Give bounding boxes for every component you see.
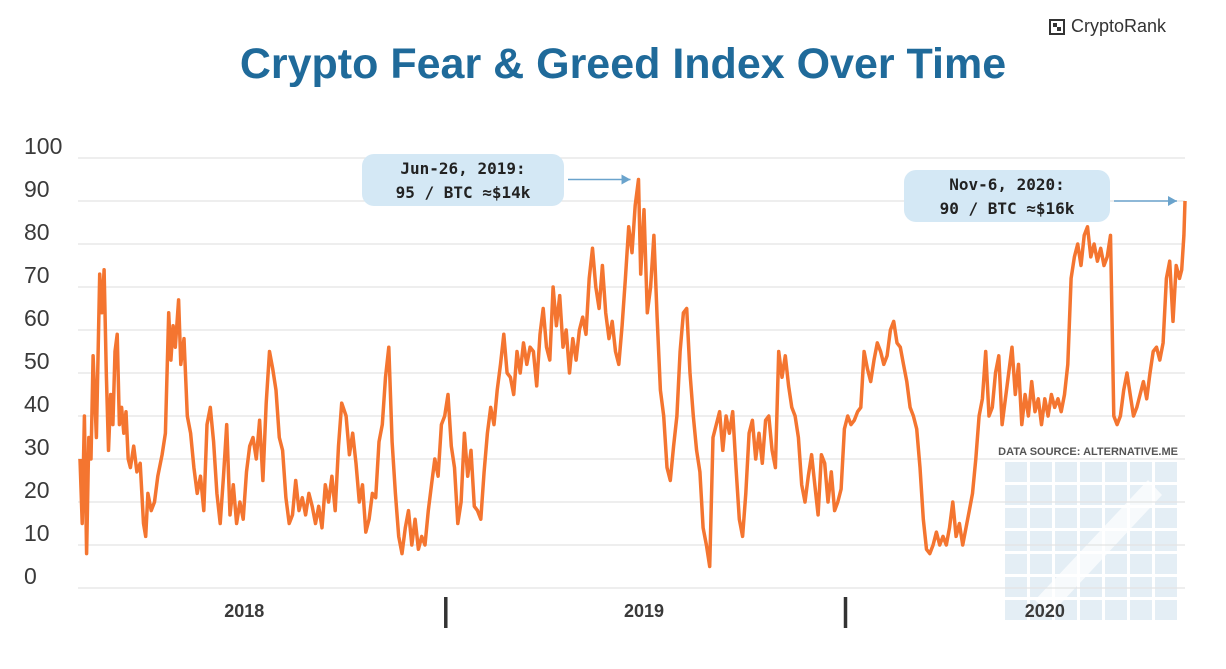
y-tick-label: 40: [24, 391, 50, 417]
watermark-tile: [1155, 508, 1177, 528]
arrow-head-icon: [1168, 196, 1177, 206]
cryptorank-logo-icon: [1049, 18, 1065, 35]
watermark-tile: [1005, 485, 1027, 505]
watermark-tile: [1005, 577, 1027, 597]
callout-date: Nov-6, 2020:: [949, 175, 1065, 194]
watermark-tile: [1130, 554, 1152, 574]
watermark-tile: [1130, 600, 1152, 620]
y-tick-label: 60: [24, 305, 50, 331]
callout-box: [362, 154, 564, 206]
chart-title: Crypto Fear & Greed Index Over Time: [239, 40, 1007, 88]
watermark-tile: [1080, 600, 1102, 620]
watermark-tile: [1105, 600, 1127, 620]
callout-value: 95 / BTC ≈$14k: [396, 183, 531, 202]
y-tick-label: 30: [24, 434, 50, 460]
y-tick-label: 50: [24, 348, 50, 374]
y-tick-label: 70: [24, 262, 50, 288]
annotations-layer: Jun-26, 2019: 95 / BTC ≈$14k Nov-6, 2020: 9…: [362, 154, 1177, 222]
watermark-tile: [1005, 554, 1027, 574]
y-tick-label: 100: [24, 133, 62, 159]
data-source-label: DATA SOURCE: ALTERNATIVE.ME: [998, 446, 1178, 458]
watermark-tile: [1130, 577, 1152, 597]
callout-value: 90 / BTC ≈$16k: [940, 199, 1075, 218]
y-tick-label: 10: [24, 520, 50, 546]
watermark-tile: [1055, 462, 1077, 482]
watermark-slash: [1035, 480, 1162, 615]
watermark-tile: [1105, 485, 1127, 505]
callout-date: Jun-26, 2019:: [400, 159, 525, 178]
watermark-tile: [1080, 508, 1102, 528]
watermark-tile: [1030, 554, 1052, 574]
watermark-tile: [1030, 531, 1052, 551]
watermark-tile: [1055, 600, 1077, 620]
watermark-tile: [1105, 554, 1127, 574]
y-tick-label: 90: [24, 176, 50, 202]
series-layer: [78, 177, 1187, 569]
watermark-tile: [1055, 531, 1077, 551]
watermark-tile: [1080, 462, 1102, 482]
watermark-tile: [1030, 508, 1052, 528]
year-dividers: [444, 597, 848, 628]
brand-logo: CryptoRank: [1049, 16, 1166, 37]
y-tick-label: 0: [24, 563, 37, 589]
watermark-tile: [1105, 577, 1127, 597]
watermark-tile: [1130, 462, 1152, 482]
watermark-tile: [1055, 508, 1077, 528]
watermark-tile: [1005, 600, 1027, 620]
arrow-head-icon: [621, 174, 631, 185]
y-axis-ticks: 0 10 20 30 40 50 60 70 80 90 100: [24, 133, 62, 589]
x-tick-label: 2020: [1025, 601, 1065, 621]
watermark-tile: [1155, 577, 1177, 597]
callout-box: [904, 170, 1110, 222]
watermark-tile: [1155, 485, 1177, 505]
watermark-tile: [1155, 554, 1177, 574]
y-tick-label: 20: [24, 477, 50, 503]
watermark-tile: [1030, 462, 1052, 482]
watermark-tile: [1005, 531, 1027, 551]
watermark-tile: [1005, 508, 1027, 528]
y-tick-label: 80: [24, 219, 50, 245]
watermark-tile: [1080, 577, 1102, 597]
watermark-tile: [1155, 531, 1177, 551]
watermark-tile: [1130, 531, 1152, 551]
x-tick-label: 2018: [224, 601, 264, 621]
brand-logo-text: CryptoRank: [1071, 16, 1167, 36]
fear-greed-line: [78, 177, 1187, 569]
watermark-tile: [1005, 462, 1027, 482]
watermark-tile: [1155, 600, 1177, 620]
alternative-me-watermark: [1005, 462, 1177, 620]
watermark-tile: [1030, 485, 1052, 505]
x-axis-ticks: 2018 2019 2020: [224, 601, 1065, 621]
watermark-tile: [1055, 485, 1077, 505]
watermark-tile: [1155, 462, 1177, 482]
watermark-tile: [1105, 462, 1127, 482]
watermark-tile: [1080, 485, 1102, 505]
x-tick-label: 2019: [624, 601, 664, 621]
